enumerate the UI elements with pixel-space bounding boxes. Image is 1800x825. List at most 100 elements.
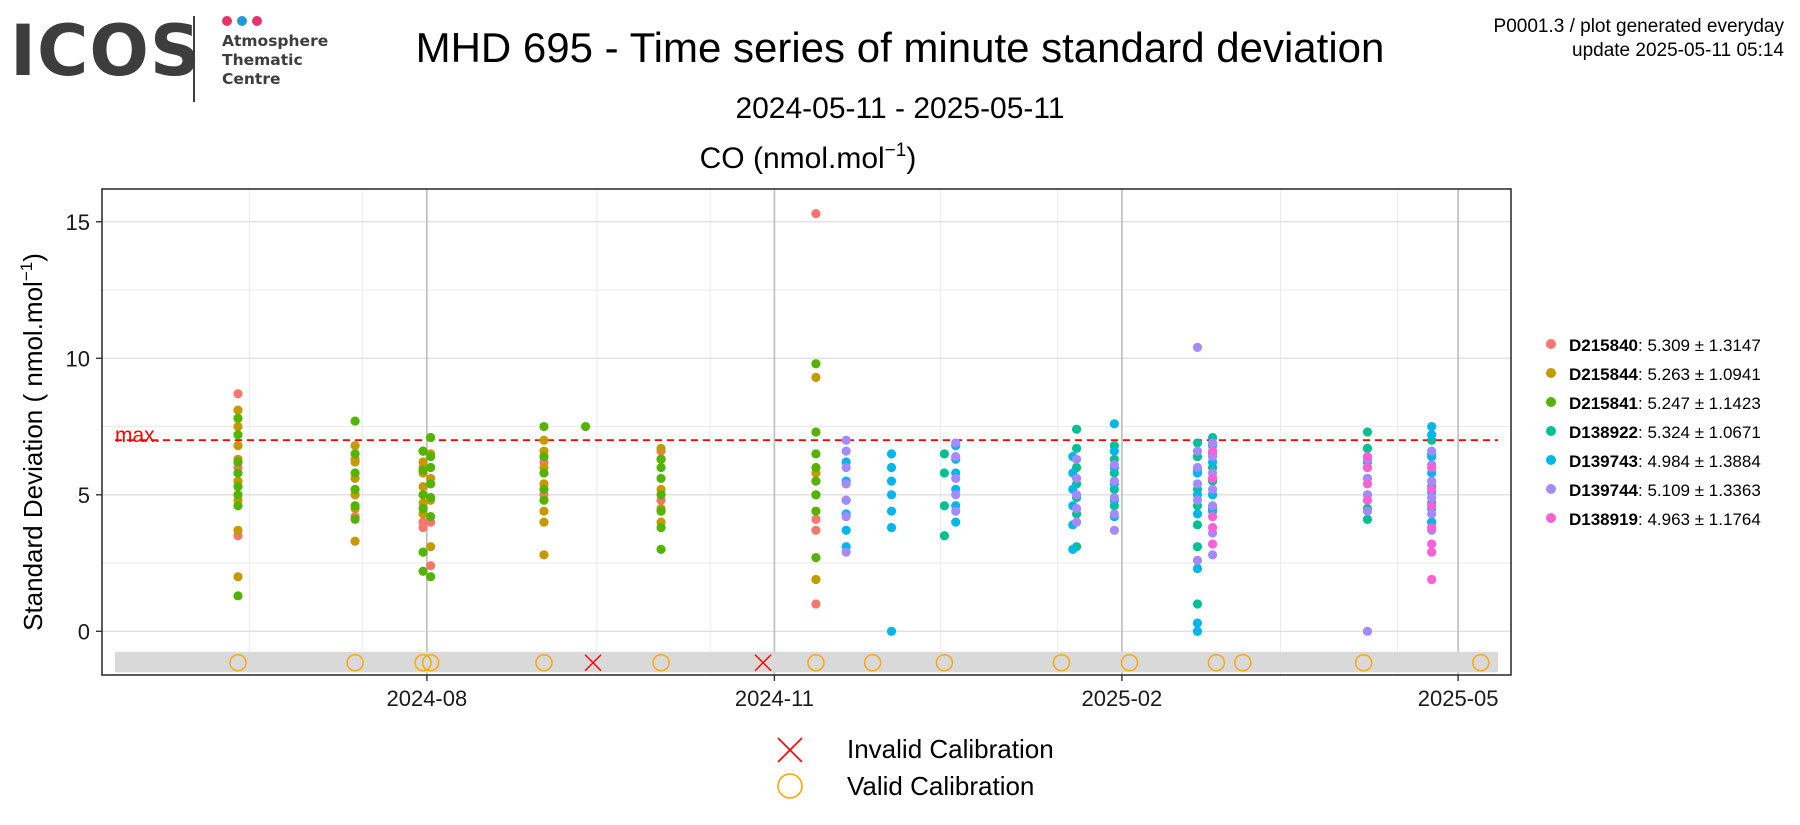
legend-series-name: D215844 <box>1569 365 1639 384</box>
legend-item: D138922: 5.324 ± 1.0671 <box>1569 423 1761 442</box>
data-point-D139743 <box>886 462 897 473</box>
data-point-D138922 <box>1362 514 1373 524</box>
data-point-D139744 <box>1071 517 1082 527</box>
data-point-D215844 <box>233 405 243 415</box>
invalid-marker-stroke <box>584 654 602 672</box>
data-point-D215844 <box>811 372 821 382</box>
y-tick-label: 10 <box>66 346 90 371</box>
data-point-D215841 <box>418 465 428 475</box>
logo-dot <box>252 16 262 26</box>
data-point-D139744 <box>1071 490 1082 500</box>
data-point-D138922 <box>939 501 949 511</box>
data-point-D138922 <box>939 468 949 478</box>
legend-swatch-D139744 <box>1546 484 1556 494</box>
legend-swatch-D215844 <box>1546 368 1556 378</box>
data-point-D139744 <box>951 506 961 516</box>
invalid-legend-label: Invalid Calibration <box>847 734 1054 764</box>
data-point-D139744 <box>1071 503 1082 514</box>
data-point-D215841 <box>233 457 243 467</box>
data-point-D139744 <box>1207 484 1218 494</box>
data-point-D139743 <box>886 449 897 459</box>
invalid-marker-stroke <box>754 654 772 672</box>
data-point-D215841 <box>350 416 360 426</box>
valid-legend-label: Valid Calibration <box>847 771 1034 801</box>
data-point-D139743 <box>886 522 897 533</box>
legend-series-stat: : 5.324 ± 1.0671 <box>1638 423 1761 442</box>
data-point-D215841 <box>418 503 428 514</box>
data-point-D138922 <box>939 449 949 459</box>
data-point-D139743 <box>951 517 961 527</box>
valid-calibration-marker <box>1207 654 1226 672</box>
data-point-D139744 <box>1071 454 1082 464</box>
data-point-D139743 <box>1109 446 1119 456</box>
data-point-D139743 <box>841 525 851 535</box>
data-point-D215841 <box>811 449 821 459</box>
data-point-D215841 <box>580 421 591 432</box>
data-point-D215841 <box>233 591 243 601</box>
series-legend: D215840: 5.309 ± 1.3147 D215844: 5.263 ± … <box>1546 336 1761 529</box>
data-point-D139743 <box>886 476 897 486</box>
data-point-D139743 <box>1192 563 1203 574</box>
data-point-D139744 <box>1071 473 1082 484</box>
data-point-D215844 <box>656 443 666 453</box>
legend-item: D139744: 5.109 ± 1.3363 <box>1569 481 1761 500</box>
data-point-D215841 <box>426 462 436 473</box>
logo-dot <box>237 16 247 26</box>
data-point-D138919 <box>1207 522 1218 533</box>
data-point-D215844 <box>418 457 428 467</box>
data-point-D215844 <box>418 482 428 492</box>
data-point-D215841 <box>418 446 428 456</box>
valid-calibration-marker <box>1354 654 1373 672</box>
data-point-D139744 <box>1362 506 1373 516</box>
legend-series-stat: : 5.247 ± 1.1423 <box>1638 394 1761 413</box>
data-point-D215841 <box>233 413 243 423</box>
valid-calibration-marker <box>1234 654 1252 672</box>
calibration-band <box>115 651 1498 673</box>
logo-dot <box>222 16 232 26</box>
legend-item: D138919: 4.963 ± 1.1764 <box>1569 510 1761 529</box>
logo-sub-line: Thematic <box>222 51 303 69</box>
max-threshold-label: max. <box>115 424 161 447</box>
data-point-D215844 <box>426 542 436 552</box>
data-point-D215841 <box>426 432 436 443</box>
chart-title: CO (nmol.mol−1) <box>700 140 917 175</box>
data-point-D139744 <box>1427 509 1437 519</box>
data-point-D215840 <box>811 525 821 535</box>
x-tick-label: 2024-11 <box>735 686 814 711</box>
legend-series-stat: : 4.963 ± 1.1764 <box>1638 510 1761 529</box>
legend-series-stat: : 5.109 ± 1.3363 <box>1638 481 1761 500</box>
plot-background <box>102 189 1511 675</box>
data-point-D138919 <box>1427 501 1437 511</box>
data-point-D215841 <box>233 482 243 492</box>
legend-series-name: D139743 <box>1569 452 1638 471</box>
data-point-D139744 <box>1427 446 1437 456</box>
data-point-D139744 <box>1207 501 1218 511</box>
data-point-D139744 <box>1427 492 1437 503</box>
y-axis-label-text: Standard Deviation ( nmol.mol <box>18 281 48 631</box>
data-point-D139744 <box>1192 462 1203 473</box>
data-point-D138919 <box>1362 451 1373 462</box>
data-point-D138919 <box>1362 479 1373 489</box>
data-point-D139744 <box>1362 626 1373 636</box>
legend-swatch-D138919 <box>1546 513 1556 523</box>
data-point-D215844 <box>539 435 549 445</box>
data-point-D215841 <box>426 572 436 582</box>
invalid-calibration-marker <box>754 654 772 672</box>
data-point-D138922 <box>1192 438 1203 448</box>
data-point-D215841 <box>811 427 821 437</box>
legend-swatch-D215840 <box>1546 339 1556 349</box>
logo-sub-line: Atmosphere <box>222 32 329 50</box>
data-point-D215841 <box>350 484 360 494</box>
y-axis-label-superscript: −1 <box>17 262 36 281</box>
legend-series-name: D215840 <box>1569 336 1638 355</box>
legend-series-stat: : 4.984 ± 1.3884 <box>1638 452 1761 471</box>
legend-item: D215844: 5.263 ± 1.0941 <box>1569 365 1761 384</box>
date-range-subtitle: 2024-05-11 - 2025-05-11 <box>735 92 1065 125</box>
legend-swatch-D138922 <box>1546 426 1556 436</box>
logo-separator <box>193 16 195 102</box>
chart-title-close: ) <box>906 142 916 175</box>
data-point-D215841 <box>656 544 666 555</box>
y-tick-label: 15 <box>66 210 90 235</box>
data-point-D215844 <box>811 574 821 585</box>
